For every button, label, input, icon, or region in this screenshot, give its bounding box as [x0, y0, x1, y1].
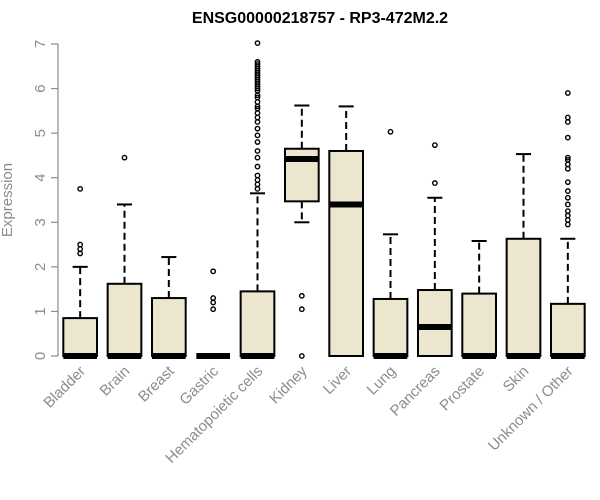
outlier-point — [564, 221, 571, 228]
x-tick-label: Prostate — [436, 363, 488, 415]
box-iqr — [150, 297, 187, 357]
y-tick-label: 1 — [32, 307, 49, 315]
outlier-point — [564, 212, 571, 219]
y-tick-label: 2 — [32, 263, 49, 271]
outlier-point — [254, 185, 261, 192]
box-iqr — [461, 292, 498, 358]
box-unknown-other — [549, 90, 586, 359]
outlier-point — [564, 194, 571, 201]
box-kidney — [283, 104, 320, 359]
outlier-point — [210, 306, 217, 313]
outlier-point — [210, 299, 217, 306]
outlier-point — [564, 156, 571, 163]
outlier-point — [564, 188, 571, 194]
outlier-point — [431, 142, 438, 149]
outlier-point — [564, 208, 571, 215]
outlier-point — [564, 161, 571, 168]
outlier-point — [254, 110, 261, 116]
y-tick-label: 7 — [32, 40, 49, 48]
outlier-point — [121, 154, 128, 161]
outlier-point — [254, 154, 261, 161]
box-group — [62, 40, 586, 359]
x-tick-label: Breast — [135, 362, 178, 405]
outlier-point — [254, 181, 261, 188]
x-tick-label: Bladder — [40, 363, 89, 412]
outlier-point — [254, 40, 261, 47]
y-tick-label: 5 — [32, 129, 49, 137]
y-axis-label: Expression — [0, 163, 16, 237]
outlier-point — [564, 154, 571, 161]
outlier-point — [254, 148, 261, 154]
box-bladder — [62, 185, 99, 359]
box-liver — [328, 105, 365, 357]
outlier-point — [77, 241, 84, 248]
outlier-point — [210, 295, 217, 301]
box-skin — [505, 153, 542, 359]
box-brain — [106, 154, 143, 359]
outlier-point — [564, 114, 571, 121]
outlier-point — [564, 90, 571, 96]
box-hematopoietic-cells — [239, 40, 276, 359]
x-tick-label: Skin — [500, 363, 533, 396]
outlier-point — [254, 114, 261, 121]
outlier-point — [254, 163, 261, 170]
outlier-point — [298, 306, 305, 313]
box-iqr — [239, 290, 276, 357]
outlier-point — [254, 177, 261, 183]
outlier-point — [387, 128, 394, 135]
box-iqr — [505, 237, 542, 357]
box-iqr — [416, 289, 453, 357]
outlier-point — [77, 250, 84, 257]
outlier-point — [564, 165, 571, 172]
x-tick-label: Liver — [320, 363, 355, 398]
box-iqr — [62, 317, 99, 358]
box-breast — [150, 256, 187, 359]
outlier-point — [298, 353, 305, 359]
outlier-point — [254, 94, 261, 101]
outlier-point — [254, 61, 261, 67]
box-iqr — [372, 297, 409, 358]
outlier-point — [564, 201, 571, 208]
y-tick-label: 3 — [32, 218, 49, 226]
outlier-point — [254, 99, 261, 105]
outlier-point — [254, 132, 261, 139]
outlier-point — [254, 125, 261, 132]
y-axis: 0 1 2 3 4 5 6 7 — [32, 40, 59, 360]
outlier-point — [298, 292, 305, 299]
outlier-point — [564, 119, 571, 125]
box-iqr — [328, 149, 365, 357]
outlier-point — [254, 105, 261, 112]
outlier-point — [564, 179, 571, 186]
outlier-point — [254, 172, 261, 179]
outlier-point — [77, 246, 84, 252]
outlier-point — [254, 58, 261, 65]
outlier-point — [564, 217, 571, 223]
box-iqr — [106, 282, 143, 357]
outlier-point — [564, 134, 571, 141]
y-tick-label: 4 — [32, 174, 49, 182]
outlier-point — [210, 268, 217, 275]
outlier-point — [431, 180, 438, 186]
box-gastric — [196, 268, 231, 359]
y-tick-label: 6 — [32, 84, 49, 92]
outlier-point — [254, 139, 261, 145]
x-tick-label: Kidney — [266, 362, 311, 407]
y-tick-label: 0 — [32, 352, 49, 360]
chart-title: ENSG00000218757 - RP3-472M2.2 — [192, 10, 448, 27]
box-pancreas — [416, 142, 453, 357]
box-lung — [372, 128, 409, 359]
x-tick-label: Unknown / Other — [485, 363, 577, 455]
x-tick-label: Brain — [97, 363, 134, 400]
box-iqr — [549, 302, 586, 358]
box-prostate — [461, 240, 498, 359]
outlier-point — [77, 185, 84, 192]
x-tick-label: Lung — [364, 363, 400, 399]
outlier-point — [254, 119, 261, 125]
